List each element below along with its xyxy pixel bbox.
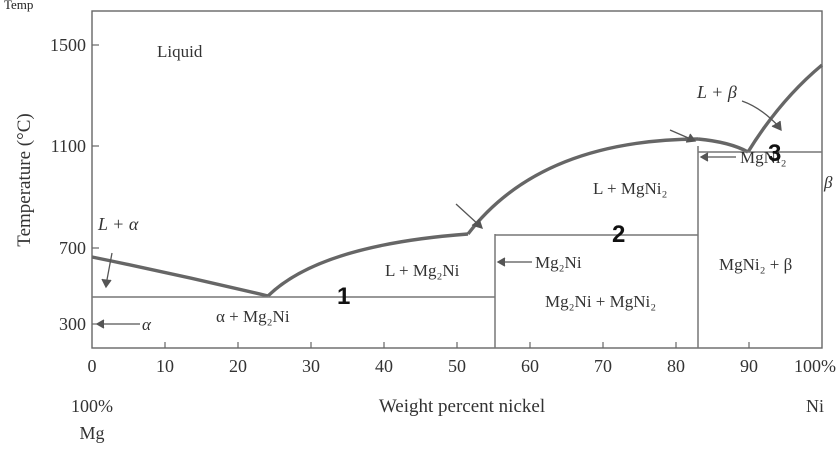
- region-l-mgni2: L + MgNi₂: [593, 179, 667, 198]
- region-alpha-mg2ni: α + Mg₂Ni: [216, 307, 290, 326]
- x-tick-0: 0: [88, 356, 97, 376]
- x-tick-30: 30: [302, 356, 320, 376]
- y-tick-1100: 1100: [51, 136, 86, 156]
- x-tick-40: 40: [375, 356, 393, 376]
- liquidus-mgni2: [466, 137, 699, 236]
- liquidus-mgni2-right: [697, 137, 749, 154]
- x-axis-label: Weight percent nickel: [379, 396, 545, 417]
- region-beta: β: [823, 173, 833, 192]
- y-tick-700: 700: [59, 238, 86, 258]
- region-l-beta: L + β: [696, 82, 737, 102]
- x-tick-20: 20: [229, 356, 247, 376]
- region-liquid: Liquid: [157, 42, 203, 61]
- x-tick-70: 70: [594, 356, 612, 376]
- x-tick-50: 50: [448, 356, 466, 376]
- marker-3: 3: [768, 140, 781, 167]
- page-top-label: Temp: [4, 0, 34, 12]
- x-tick-10: 10: [156, 356, 174, 376]
- region-alpha: α: [142, 315, 152, 334]
- y-axis-label: Temperature (°C): [14, 113, 35, 246]
- liquidus-beta: [746, 63, 824, 153]
- region-l-alpha: L + α: [97, 214, 139, 234]
- x-tick-80: 80: [667, 356, 685, 376]
- y-tick-marks: [92, 44, 99, 325]
- region-mg2ni-mgni2: Mg₂Ni + MgNi₂: [545, 292, 656, 311]
- marker-2: 2: [612, 221, 625, 248]
- x-tick-marks: [164, 342, 750, 348]
- region-mgni2-beta: MgNi₂ + β: [719, 255, 792, 274]
- left-end-element: Mg: [79, 423, 104, 443]
- y-tick-1500: 1500: [50, 35, 86, 55]
- x-tick-60: 60: [521, 356, 539, 376]
- left-end-percent: 100%: [71, 396, 113, 416]
- liquidus-mg2ni: [266, 232, 469, 298]
- liquidus-alpha: [91, 255, 269, 298]
- marker-1: 1: [337, 283, 350, 310]
- x-tick-90: 90: [740, 356, 758, 376]
- y-tick-300: 300: [59, 314, 86, 334]
- right-end-element: Ni: [806, 396, 824, 416]
- region-l-mg2ni: L + Mg₂Ni: [385, 261, 460, 280]
- region-mg2ni: Mg₂Ni: [535, 253, 582, 272]
- region-mgni2: MgNi₂: [740, 148, 787, 167]
- x-tick-100: 100%: [794, 356, 836, 376]
